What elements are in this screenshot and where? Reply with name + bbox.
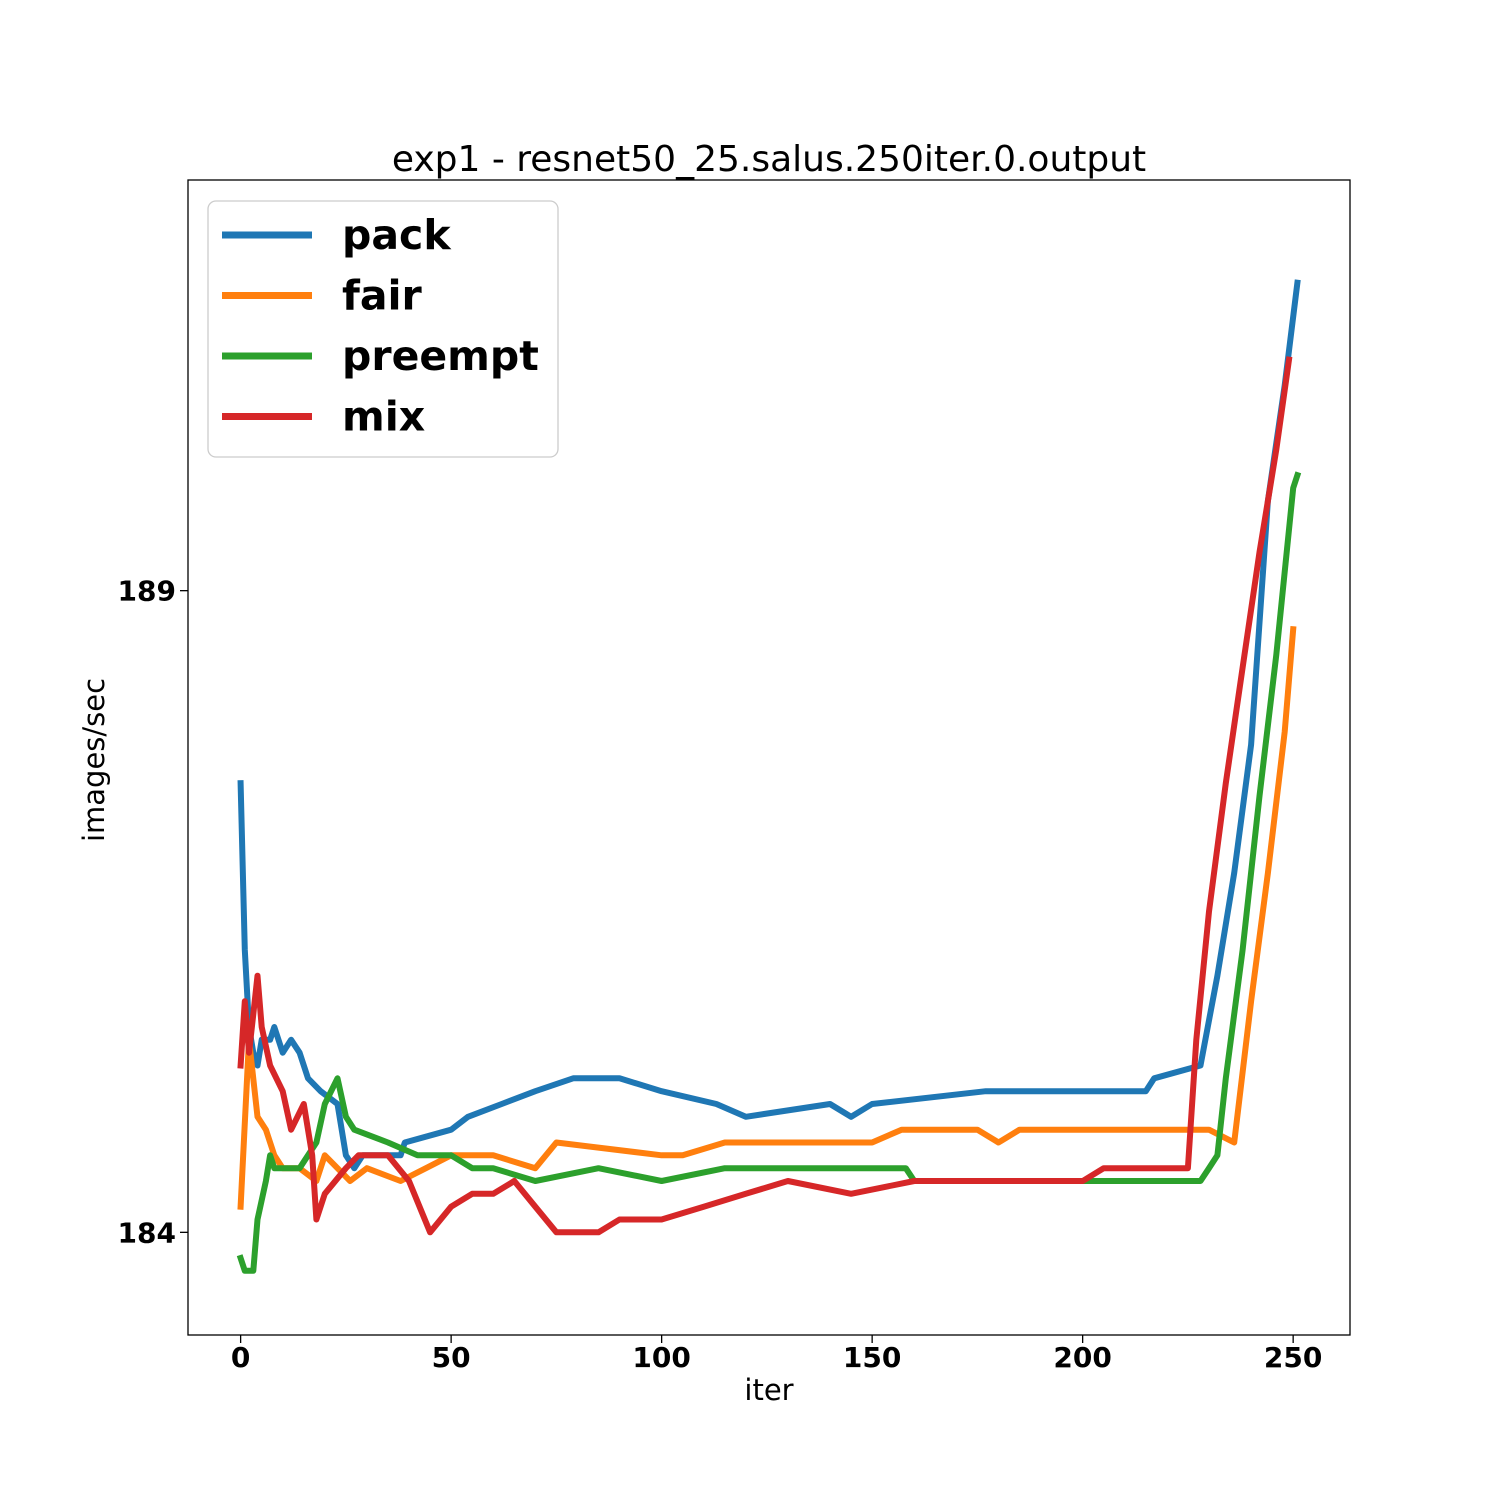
legend-label-fair: fair [342,272,423,320]
legend: pack fair preempt mix [207,200,559,458]
series-line-preempt [236,471,1302,1274]
x-axis-ticks: 0 50 100 150 200 250 [231,1335,1322,1374]
x-tick-label: 0 [231,1341,250,1374]
chart-title: exp1 - resnet50_25.salus.250iter.0.outpu… [392,139,1146,180]
y-axis-ticks: 184 189 [118,575,188,1249]
legend-label-mix: mix [342,393,425,441]
legend-box [207,200,559,458]
x-axis-label: iter [744,1373,793,1407]
legend-items: pack fair preempt mix [222,211,539,441]
y-tick-label: 189 [118,575,176,608]
y-axis-label: images/sec [77,678,111,842]
x-tick-label: 250 [1264,1341,1322,1374]
series-layer [236,279,1302,1274]
series-line-fair [237,625,1297,1210]
x-tick-label: 50 [432,1341,471,1374]
y-tick-label: 184 [118,1216,176,1249]
x-tick-label: 200 [1053,1341,1111,1374]
plot-area-frame [187,179,1351,1336]
x-tick-label: 100 [632,1341,690,1374]
x-tick-label: 150 [843,1341,901,1374]
legend-label-pack: pack [342,211,452,259]
series-line-mix [237,356,1293,1236]
legend-label-preempt: preempt [342,332,539,380]
series-line-pack [237,279,1301,1172]
